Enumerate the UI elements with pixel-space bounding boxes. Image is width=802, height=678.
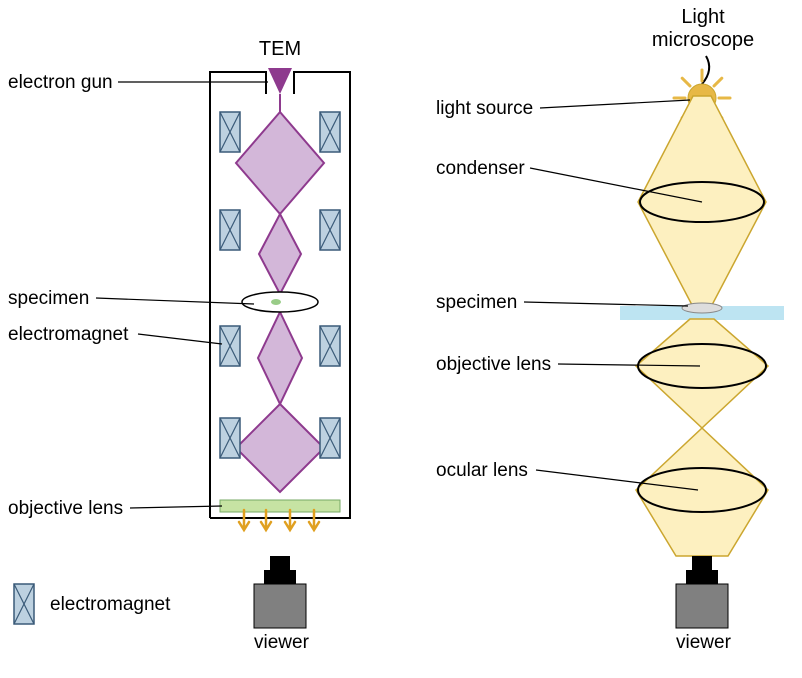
diagram-svg [0,0,802,678]
